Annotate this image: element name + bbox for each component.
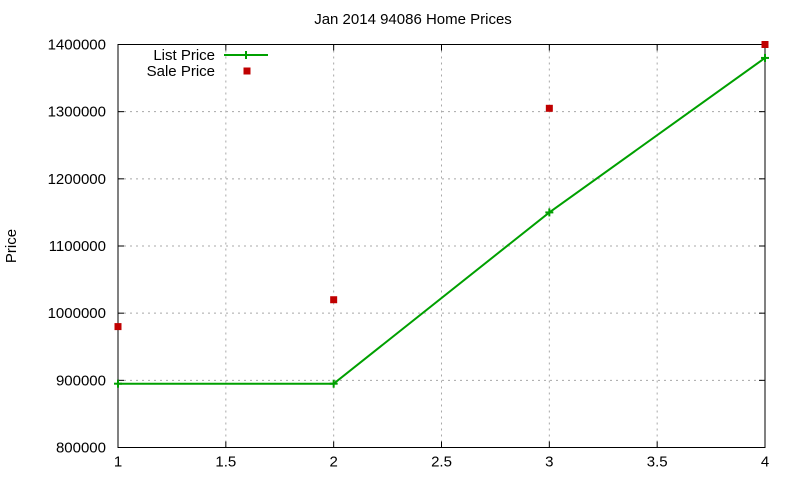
legend-sale-price-square-sample [243,67,251,75]
x-tick-label: 2 [329,454,337,471]
data-series [114,41,769,388]
x-tick-label: 4 [761,454,769,471]
y-tick-label: 1200000 [48,171,106,188]
sale-price-marker [114,323,122,331]
legend: List Price Sale Price [147,47,268,80]
legend-samples [224,51,268,75]
legend-label-list-price: List Price [153,47,215,64]
y-tick-label: 800000 [56,440,106,457]
chart-title: Jan 2014 94086 Home Prices [314,11,512,28]
grid-lines [118,44,765,448]
sale-price-marker [545,104,553,112]
x-tick-label: 1 [114,454,122,471]
x-tick-label: 1.5 [215,454,236,471]
x-tick-label: 3.5 [647,454,668,471]
plot-border-rect [117,44,766,448]
list-price-line [118,57,766,385]
y-tick-label: 1300000 [48,104,106,121]
x-tick-label: 3 [545,454,553,471]
y-tick-label: 900000 [56,372,106,389]
y-tick-label: 1100000 [49,238,106,255]
tick-labels: 800000 900000 1000000 1100000 1200000 1300000… [48,37,770,471]
y-tick-label: 1000000 [48,305,106,322]
sale-price-marker [330,296,338,304]
sale-price-marker [761,41,769,48]
legend-label-sale-price: Sale Price [147,63,215,80]
plot-border [117,44,766,448]
y-tick-label: 1400000 [48,37,106,54]
x-tick-label: 2.5 [431,454,452,471]
y-axis-title: Price [3,229,20,263]
